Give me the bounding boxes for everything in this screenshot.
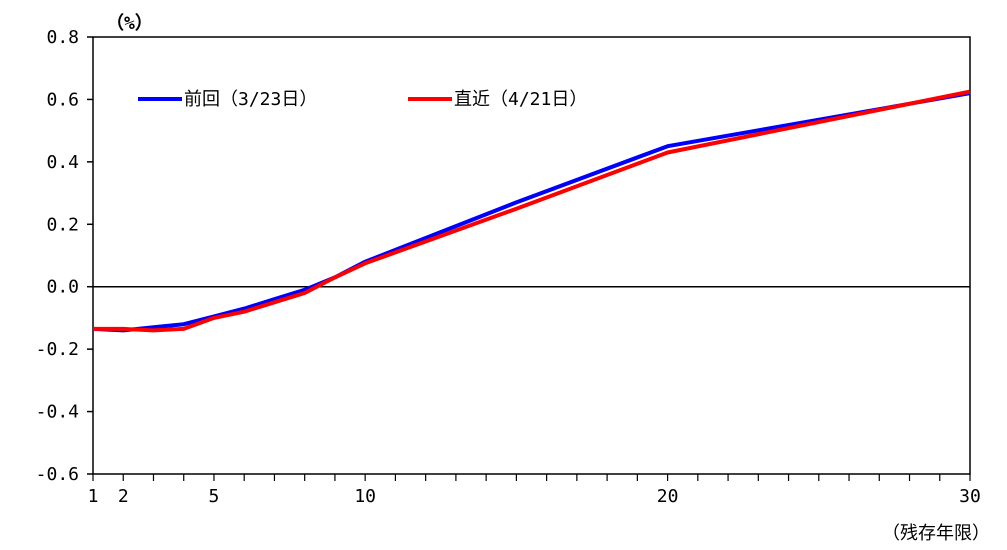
x-tick-label: 1 — [88, 486, 99, 507]
y-tick-label: -0.6 — [36, 464, 79, 485]
y-unit-label: （%） — [106, 13, 153, 34]
y-tick-label: -0.2 — [36, 339, 79, 360]
x-tick-label: 5 — [209, 486, 220, 507]
x-tick-label: 20 — [657, 486, 679, 507]
y-tick-label: 0.2 — [46, 214, 79, 235]
y-tick-label: 0.8 — [46, 27, 79, 48]
x-tick-label: 2 — [118, 486, 129, 507]
legend-label-2: 直近（4/21日） — [454, 89, 587, 110]
x-axis: 1 2 5 10 20 30 — [88, 474, 981, 507]
y-tick-label: 0.0 — [46, 277, 79, 298]
y-tick-label: 0.6 — [46, 89, 79, 110]
legend-label-1: 前回（3/23日） — [184, 89, 317, 110]
x-unit-label: （残存年限） — [882, 523, 990, 544]
x-tick-label: 10 — [354, 486, 376, 507]
x-tick-label: 30 — [959, 486, 981, 507]
y-tick-label: 0.4 — [46, 152, 79, 173]
y-tick-label: -0.4 — [36, 402, 79, 423]
y-axis: -0.6 -0.4 -0.2 0.0 0.2 0.4 0.6 0.8 — [36, 27, 93, 485]
